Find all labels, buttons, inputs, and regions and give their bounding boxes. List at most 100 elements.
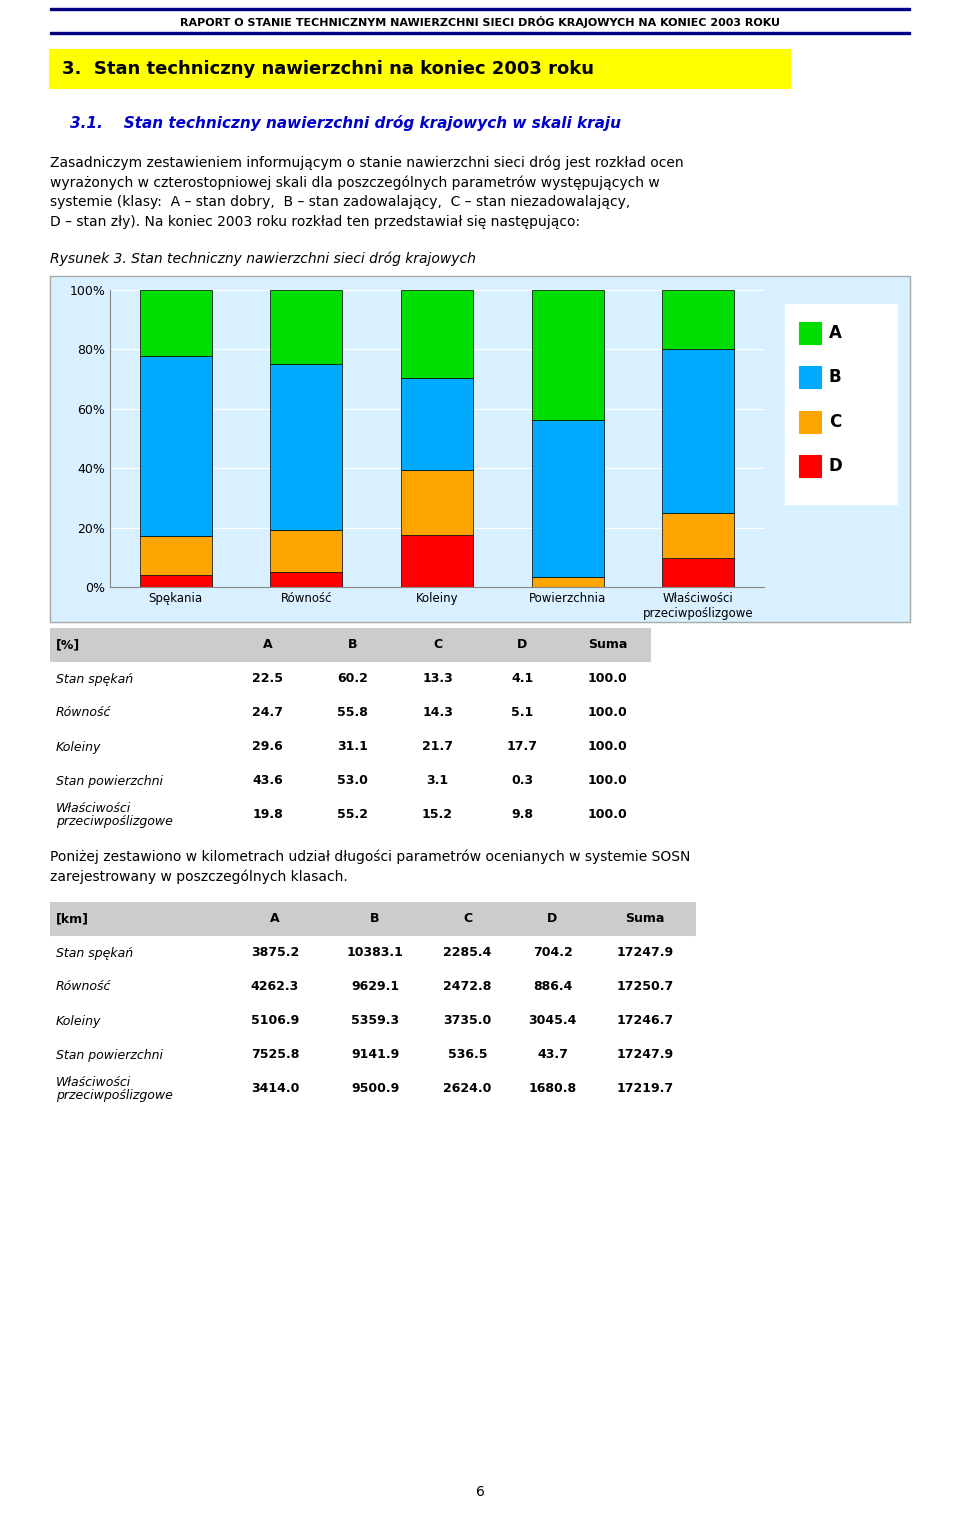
Bar xyxy=(480,764,565,798)
Text: 15.2: 15.2 xyxy=(422,808,453,822)
Text: A: A xyxy=(270,913,279,925)
Bar xyxy=(310,731,395,764)
Text: 14.3: 14.3 xyxy=(422,706,453,720)
Bar xyxy=(480,629,565,662)
Text: 60.2: 60.2 xyxy=(337,673,368,685)
Text: B: B xyxy=(828,368,841,387)
Bar xyxy=(799,367,821,388)
Bar xyxy=(395,629,480,662)
Bar xyxy=(480,662,565,696)
Text: 7525.8: 7525.8 xyxy=(251,1049,300,1061)
Bar xyxy=(395,731,480,764)
Bar xyxy=(310,696,395,731)
Bar xyxy=(310,629,395,662)
Text: Stan powierzchni: Stan powierzchni xyxy=(56,1049,163,1061)
Bar xyxy=(425,1071,510,1106)
Text: 21.7: 21.7 xyxy=(422,741,453,753)
Text: 3045.4: 3045.4 xyxy=(528,1015,577,1027)
Bar xyxy=(480,696,565,731)
Bar xyxy=(395,662,480,696)
Text: Właściwości: Właściwości xyxy=(56,802,132,814)
Bar xyxy=(480,798,565,833)
Text: Zasadniczym zestawieniem informującym o stanie nawierzchni sieci dróg jest rozkł: Zasadniczym zestawieniem informującym o … xyxy=(50,155,684,169)
Text: 9500.9: 9500.9 xyxy=(350,1082,399,1096)
Text: D: D xyxy=(547,913,558,925)
Bar xyxy=(50,1038,225,1071)
Bar xyxy=(50,50,790,88)
Text: B: B xyxy=(348,639,357,651)
Text: 3735.0: 3735.0 xyxy=(444,1015,492,1027)
Text: D: D xyxy=(828,457,843,475)
Bar xyxy=(799,411,821,432)
Bar xyxy=(139,536,211,575)
Bar xyxy=(532,577,604,586)
Bar xyxy=(325,1005,425,1038)
Bar xyxy=(395,764,480,798)
Text: RAPORT O STANIE TECHNICZNYM NAWIERZCHNI SIECI DRÓG KRAJOWYCH NA KONIEC 2003 ROKU: RAPORT O STANIE TECHNICZNYM NAWIERZCHNI … xyxy=(180,17,780,27)
Bar xyxy=(50,696,225,731)
Text: 9629.1: 9629.1 xyxy=(351,980,399,994)
Text: 17.7: 17.7 xyxy=(507,741,538,753)
Text: Suma: Suma xyxy=(588,639,627,651)
Bar xyxy=(50,731,225,764)
Text: 9141.9: 9141.9 xyxy=(350,1049,399,1061)
Text: 19.8: 19.8 xyxy=(252,808,283,822)
Bar xyxy=(595,1071,695,1106)
Bar xyxy=(532,289,604,420)
Text: 5359.3: 5359.3 xyxy=(351,1015,399,1027)
Text: C: C xyxy=(433,639,442,651)
Bar xyxy=(310,662,395,696)
Bar xyxy=(225,1005,325,1038)
Bar xyxy=(510,1038,595,1071)
Bar xyxy=(595,936,695,970)
Text: 3.1: 3.1 xyxy=(426,775,448,787)
Bar xyxy=(139,356,211,536)
Text: 17247.9: 17247.9 xyxy=(616,1049,674,1061)
Bar xyxy=(565,798,650,833)
Text: 6: 6 xyxy=(475,1485,485,1499)
Bar xyxy=(325,936,425,970)
Bar xyxy=(395,798,480,833)
Bar xyxy=(139,575,211,587)
Bar xyxy=(785,304,897,504)
Bar xyxy=(425,970,510,1005)
Bar xyxy=(401,377,473,470)
Text: 5.1: 5.1 xyxy=(512,706,534,720)
Bar xyxy=(565,696,650,731)
Bar xyxy=(595,970,695,1005)
Text: 17246.7: 17246.7 xyxy=(616,1015,674,1027)
Bar xyxy=(510,1071,595,1106)
Bar xyxy=(225,662,310,696)
Bar xyxy=(310,764,395,798)
Bar xyxy=(595,903,695,936)
Text: 17247.9: 17247.9 xyxy=(616,947,674,959)
Bar xyxy=(532,420,604,577)
Bar xyxy=(271,364,342,530)
Text: 100.0: 100.0 xyxy=(588,808,628,822)
Text: 4262.3: 4262.3 xyxy=(251,980,300,994)
Bar xyxy=(595,1038,695,1071)
Bar xyxy=(50,629,225,662)
Bar xyxy=(50,662,225,696)
Text: 13.3: 13.3 xyxy=(422,673,453,685)
Bar xyxy=(325,1071,425,1106)
Bar xyxy=(225,1071,325,1106)
Bar xyxy=(225,629,310,662)
Bar xyxy=(139,289,211,356)
Bar xyxy=(225,936,325,970)
Text: zarejestrowany w poszczególnych klasach.: zarejestrowany w poszczególnych klasach. xyxy=(50,871,348,884)
Text: Właściwości: Właściwości xyxy=(56,1076,132,1090)
Text: 100.0: 100.0 xyxy=(588,673,628,685)
Text: 22.5: 22.5 xyxy=(252,673,283,685)
Bar xyxy=(225,696,310,731)
Text: Stan powierzchni: Stan powierzchni xyxy=(56,775,163,787)
Text: 3.1.    Stan techniczny nawierzchni dróg krajowych w skali kraju: 3.1. Stan techniczny nawierzchni dróg kr… xyxy=(70,116,621,131)
Bar xyxy=(799,455,821,478)
Bar xyxy=(510,1005,595,1038)
Bar xyxy=(662,513,734,559)
Bar xyxy=(325,903,425,936)
Text: Rysunek 3. Stan techniczny nawierzchni sieci dróg krajowych: Rysunek 3. Stan techniczny nawierzchni s… xyxy=(50,253,476,266)
Text: 17250.7: 17250.7 xyxy=(616,980,674,994)
Bar xyxy=(480,731,565,764)
Text: [%]: [%] xyxy=(56,639,81,651)
